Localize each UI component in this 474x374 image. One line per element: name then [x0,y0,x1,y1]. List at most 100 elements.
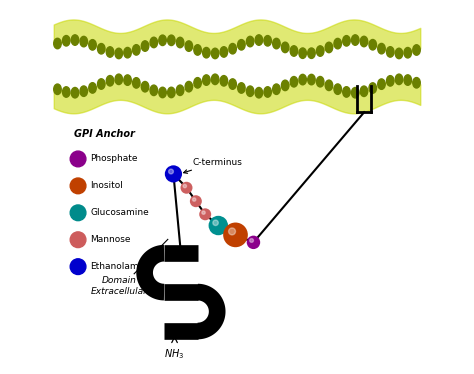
Ellipse shape [159,35,166,46]
Ellipse shape [98,43,105,54]
Ellipse shape [115,48,122,59]
Ellipse shape [194,77,201,88]
Ellipse shape [290,46,298,56]
Ellipse shape [220,47,228,57]
Text: Glucosamine: Glucosamine [91,208,149,217]
Ellipse shape [54,84,61,95]
Ellipse shape [211,74,219,85]
Ellipse shape [89,40,96,50]
Ellipse shape [106,47,114,57]
Circle shape [181,182,192,194]
Ellipse shape [202,47,210,58]
Ellipse shape [124,75,131,85]
Ellipse shape [80,36,88,47]
Ellipse shape [299,74,306,85]
Text: Phosphate: Phosphate [91,154,138,163]
Ellipse shape [369,83,376,93]
Circle shape [70,205,86,221]
Ellipse shape [185,41,192,51]
Ellipse shape [255,35,263,45]
Ellipse shape [229,43,237,54]
Ellipse shape [343,36,350,46]
Circle shape [70,259,86,275]
Text: Domain
Extracellular: Domain Extracellular [91,276,147,296]
Ellipse shape [80,86,88,96]
Ellipse shape [246,36,254,47]
Ellipse shape [71,35,79,45]
Ellipse shape [194,45,201,55]
Text: Ethanolamine: Ethanolamine [91,262,153,271]
Ellipse shape [290,77,298,87]
Ellipse shape [299,48,306,58]
Ellipse shape [325,80,333,91]
Ellipse shape [360,36,368,47]
Ellipse shape [343,87,350,97]
Ellipse shape [71,88,79,98]
Circle shape [247,236,260,249]
Ellipse shape [150,37,157,48]
Ellipse shape [133,45,140,55]
Ellipse shape [404,75,411,85]
Ellipse shape [237,40,245,50]
Ellipse shape [220,76,228,86]
Ellipse shape [168,35,175,46]
Ellipse shape [360,86,368,96]
Text: C-terminus: C-terminus [183,157,242,173]
Ellipse shape [264,87,272,97]
Ellipse shape [378,43,385,54]
Ellipse shape [176,85,184,95]
Ellipse shape [106,76,114,86]
Ellipse shape [54,38,61,49]
Ellipse shape [413,45,420,55]
Circle shape [169,169,173,174]
Ellipse shape [317,46,324,56]
Ellipse shape [150,85,157,95]
Circle shape [165,165,182,183]
Ellipse shape [386,47,394,57]
Ellipse shape [229,79,237,89]
Ellipse shape [176,37,184,48]
Ellipse shape [395,74,403,85]
Ellipse shape [211,48,219,59]
Ellipse shape [63,36,70,46]
Ellipse shape [255,88,263,98]
Ellipse shape [413,77,420,88]
Text: $NH_3$: $NH_3$ [164,347,185,361]
Ellipse shape [352,35,359,45]
Ellipse shape [124,47,131,58]
Circle shape [228,228,236,235]
Ellipse shape [159,87,166,98]
Ellipse shape [264,36,272,46]
Ellipse shape [141,82,149,92]
Ellipse shape [395,48,403,59]
Circle shape [192,198,196,201]
Ellipse shape [378,79,385,89]
Ellipse shape [185,82,192,92]
Ellipse shape [237,83,245,93]
Ellipse shape [202,75,210,85]
Ellipse shape [273,84,280,95]
Ellipse shape [115,74,122,85]
Ellipse shape [63,87,70,97]
Ellipse shape [141,41,149,51]
Ellipse shape [386,76,394,86]
Circle shape [202,211,205,214]
Ellipse shape [282,80,289,91]
Ellipse shape [308,74,315,85]
Text: GPI Anchor: GPI Anchor [74,129,135,138]
Ellipse shape [98,79,105,89]
Circle shape [70,178,86,194]
Circle shape [70,232,86,248]
Ellipse shape [325,42,333,53]
Ellipse shape [273,38,280,49]
Circle shape [250,239,254,242]
Circle shape [213,220,219,226]
Ellipse shape [404,47,411,58]
Ellipse shape [89,83,96,93]
Text: Inositol: Inositol [91,181,123,190]
Circle shape [70,151,86,167]
Ellipse shape [369,40,376,50]
Ellipse shape [317,77,324,87]
Ellipse shape [168,87,175,98]
Circle shape [190,195,202,207]
